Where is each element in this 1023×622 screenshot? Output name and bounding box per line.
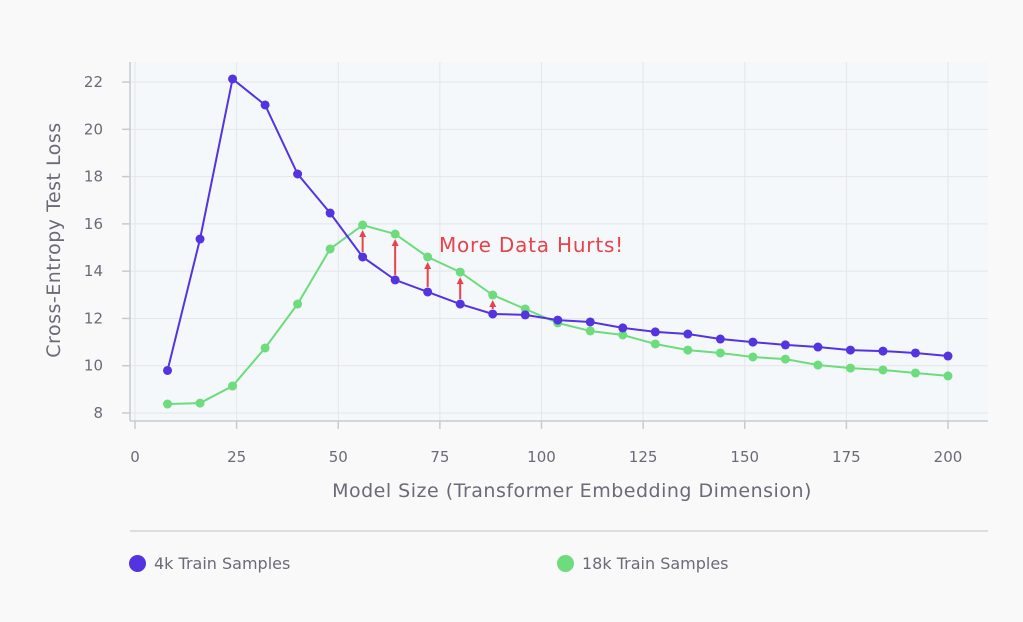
- annotation-arrowhead: [489, 300, 497, 308]
- data-point-series-1: [748, 352, 758, 362]
- data-point-series-0: [715, 334, 725, 344]
- annotation-arrowhead: [456, 277, 464, 285]
- data-point-series-0: [260, 100, 270, 110]
- data-point-series-1: [943, 371, 953, 381]
- data-point-series-1: [195, 398, 205, 408]
- data-point-series-1: [585, 326, 595, 336]
- data-point-series-0: [878, 346, 888, 356]
- data-point-series-0: [813, 342, 823, 352]
- data-point-series-0: [780, 340, 790, 350]
- data-point-series-0: [520, 310, 530, 320]
- data-point-series-1: [845, 363, 855, 373]
- data-point-series-1: [488, 290, 498, 300]
- y-tick-label: 22: [84, 73, 103, 91]
- annotation-arrowhead: [424, 261, 432, 269]
- data-point-series-0: [553, 315, 563, 325]
- data-point-series-0: [683, 329, 693, 339]
- x-tick-label: 125: [629, 448, 658, 466]
- x-tick-label: 75: [430, 448, 449, 466]
- data-point-series-1: [715, 348, 725, 358]
- data-point-series-0: [358, 252, 368, 262]
- x-tick-label: 25: [227, 448, 246, 466]
- data-point-series-1: [878, 365, 888, 375]
- data-point-series-0: [455, 299, 465, 309]
- data-point-series-0: [618, 323, 628, 333]
- data-point-series-1: [293, 299, 303, 309]
- legend-label-18k: 18k Train Samples: [582, 554, 729, 573]
- x-tick-label: 150: [730, 448, 759, 466]
- y-tick-label: 14: [84, 262, 103, 280]
- data-point-series-1: [780, 354, 790, 364]
- data-point-series-1: [390, 229, 400, 239]
- data-point-series-0: [488, 309, 498, 319]
- x-tick-label: 175: [832, 448, 861, 466]
- y-axis-label: Cross-Entropy Test Loss: [43, 122, 65, 357]
- data-point-series-1: [455, 267, 465, 277]
- legend-label-4k: 4k Train Samples: [154, 554, 291, 573]
- data-point-series-0: [585, 317, 595, 327]
- data-point-series-0: [748, 337, 758, 347]
- annotation-arrowhead: [359, 230, 367, 238]
- data-point-series-1: [260, 343, 270, 353]
- x-tick-label: 50: [329, 448, 348, 466]
- y-tick-label: 16: [84, 215, 103, 233]
- x-tick-label: 200: [934, 448, 963, 466]
- data-point-series-1: [325, 244, 335, 254]
- legend-item-18k[interactable]: 18k Train Samples: [557, 554, 729, 573]
- legend-marker-4k: [129, 555, 146, 572]
- data-point-series-1: [813, 360, 823, 370]
- annotation-text: More Data Hurts!: [439, 233, 624, 257]
- legend-divider: [130, 530, 988, 532]
- data-point-series-0: [293, 169, 303, 179]
- annotation-arrowhead: [391, 239, 399, 247]
- data-point-series-1: [618, 330, 628, 340]
- data-point-series-0: [228, 74, 238, 84]
- y-tick-label: 18: [84, 168, 103, 186]
- data-point-series-0: [650, 327, 660, 337]
- y-tick-label: 20: [84, 120, 103, 138]
- data-point-series-1: [163, 399, 173, 409]
- data-point-series-0: [325, 208, 335, 218]
- data-point-series-0: [845, 345, 855, 355]
- y-tick-label: 12: [84, 309, 103, 327]
- legend-item-4k[interactable]: 4k Train Samples: [129, 554, 290, 573]
- legend-marker-18k: [557, 555, 574, 572]
- data-point-series-1: [910, 368, 920, 378]
- y-tick-label: 10: [84, 357, 103, 375]
- data-point-series-0: [910, 348, 920, 358]
- data-point-series-1: [228, 381, 238, 391]
- data-point-series-0: [390, 275, 400, 285]
- x-tick-label: 100: [527, 448, 556, 466]
- data-point-series-1: [423, 252, 433, 262]
- x-axis-label: Model Size (Transformer Embedding Dimens…: [332, 480, 812, 502]
- y-tick-label: 8: [93, 404, 103, 422]
- data-point-series-0: [423, 287, 433, 297]
- data-point-series-0: [163, 365, 173, 375]
- x-tick-label: 0: [130, 448, 140, 466]
- data-point-series-1: [650, 339, 660, 349]
- data-point-series-1: [683, 345, 693, 355]
- data-point-series-0: [195, 234, 205, 244]
- data-point-series-1: [358, 220, 368, 230]
- data-point-series-0: [943, 351, 953, 361]
